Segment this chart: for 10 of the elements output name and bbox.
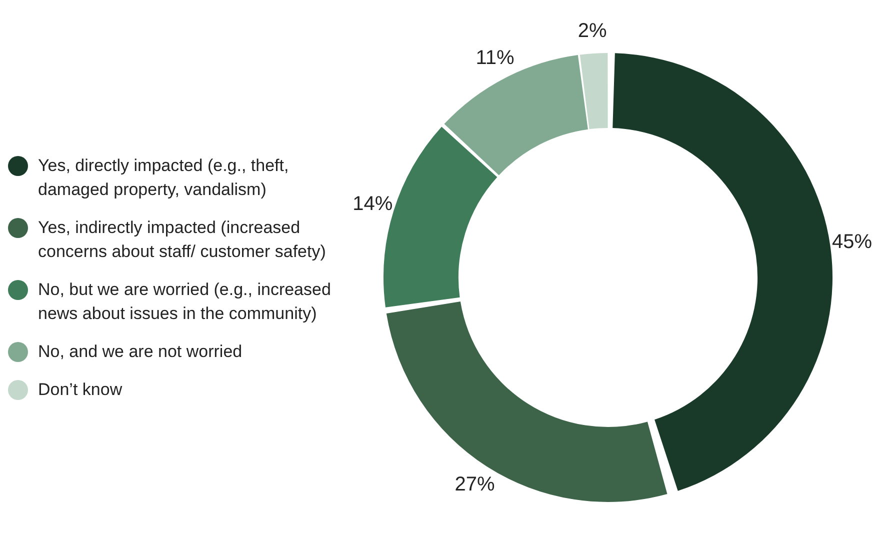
data-label: 27% <box>454 473 495 496</box>
legend-label: Don’t know <box>38 378 122 400</box>
data-label: 14% <box>352 192 393 215</box>
data-label: 45% <box>832 230 872 253</box>
legend-label: Yes, indirectly impacted (increased concerns about staff/ customer safety) <box>38 216 327 262</box>
legend-label: No, and we are not worried <box>38 340 242 362</box>
data-label: 2% <box>578 20 608 42</box>
legend-label: No, but we are worried (e.g., increased news about issues in the community) <box>38 278 332 324</box>
legend-label: Yes, directly impacted (e.g., theft, damaged property, vandalism) <box>38 154 290 200</box>
data-label: 11% <box>476 46 515 69</box>
